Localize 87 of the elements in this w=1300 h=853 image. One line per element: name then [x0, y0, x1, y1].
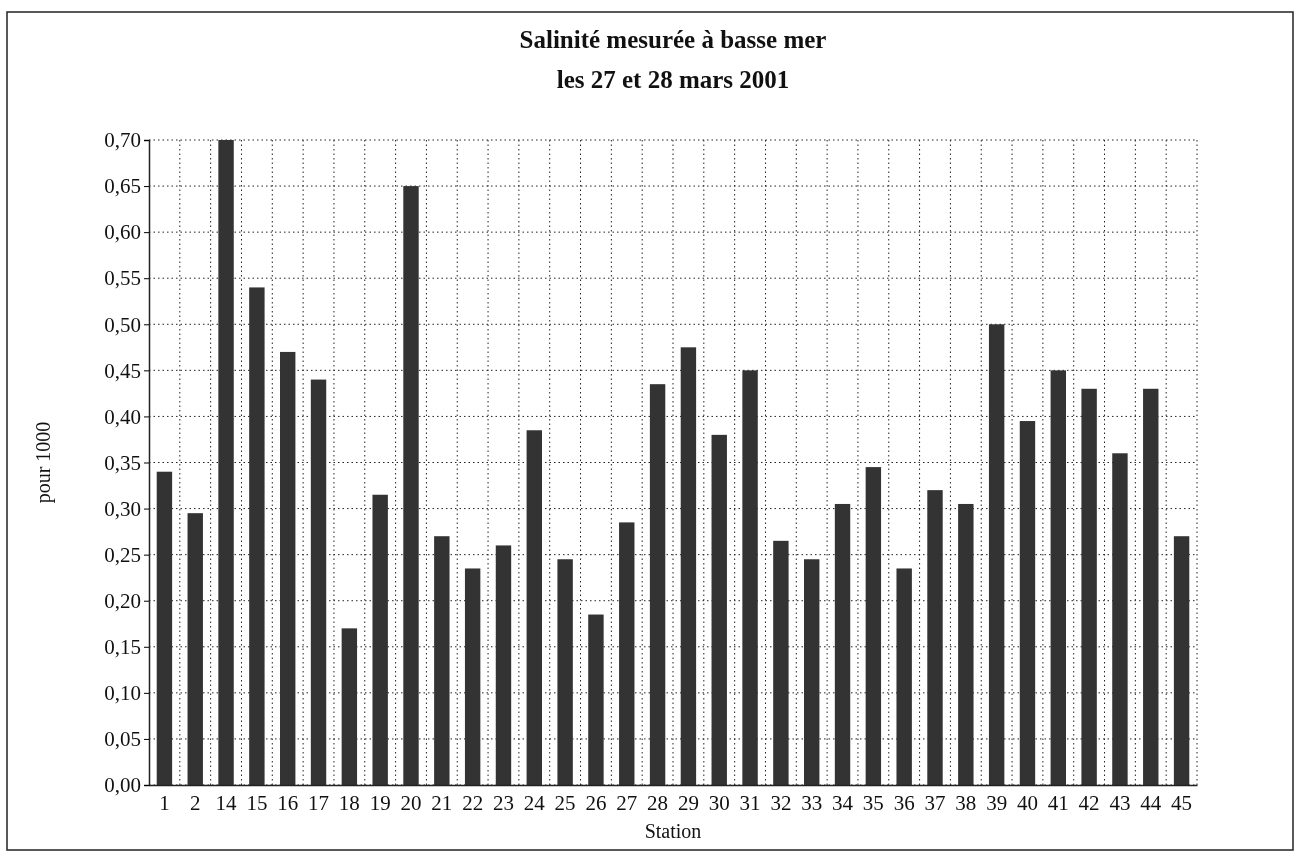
bar	[187, 513, 203, 785]
x-tick-label: 34	[832, 790, 854, 815]
bar	[711, 434, 727, 785]
bar	[958, 503, 974, 785]
x-tick-label: 14	[215, 790, 238, 815]
bar	[1112, 453, 1128, 785]
x-tick-label: 24	[523, 790, 546, 815]
bar	[742, 370, 758, 785]
bar	[434, 536, 450, 785]
x-tick-label: 37	[924, 790, 946, 815]
bar	[1050, 370, 1066, 785]
y-tick-label: 0,30	[104, 496, 141, 521]
x-tick-label: 20	[400, 790, 422, 815]
bar	[526, 430, 542, 785]
x-axis-title: Station	[644, 820, 702, 842]
bar	[619, 522, 635, 785]
y-tick-label: 0,25	[104, 542, 141, 567]
bar	[218, 140, 234, 785]
bar	[927, 490, 943, 785]
bar	[804, 559, 820, 785]
y-tick-label: 0,35	[104, 450, 141, 475]
bar	[773, 540, 789, 785]
x-tick-label: 41	[1047, 790, 1069, 815]
x-tick-label: 43	[1109, 790, 1131, 815]
x-tick-label: 44	[1140, 790, 1162, 815]
y-tick-label: 0,15	[104, 635, 141, 660]
bar	[1173, 536, 1190, 785]
y-tick-label: 0,00	[104, 773, 141, 798]
bar	[834, 503, 851, 785]
bar	[865, 467, 882, 785]
x-tick-label: 21	[431, 790, 453, 815]
bar	[1019, 421, 1036, 785]
x-tick-label: 39	[986, 790, 1008, 815]
x-tick-label: 35	[862, 790, 884, 815]
x-tick-label: 28	[647, 790, 669, 815]
bar	[896, 568, 912, 785]
bar	[680, 347, 697, 785]
y-tick-label: 0,55	[104, 266, 141, 291]
x-tick-label: 27	[616, 790, 638, 815]
y-tick-label: 0,40	[104, 404, 141, 429]
bar	[495, 545, 512, 785]
x-tick-label: 38	[955, 790, 977, 815]
y-tick-label: 0,20	[104, 588, 141, 613]
x-tick-label: 2	[189, 790, 201, 815]
bar	[464, 568, 481, 785]
x-tick-label: 26	[585, 790, 607, 815]
bar	[310, 379, 327, 785]
x-tick-label: 23	[492, 790, 514, 815]
chart-subtitle: les 27 et 28 mars 2001	[556, 66, 790, 93]
bar	[341, 628, 358, 785]
x-tick-label: 17	[308, 790, 330, 815]
y-tick-label: 0,50	[104, 312, 141, 337]
y-tick-label: 0,60	[104, 220, 141, 245]
y-tick-label: 0,05	[104, 727, 141, 752]
bar	[1143, 388, 1159, 785]
x-tick-label: 15	[246, 790, 268, 815]
bar	[988, 324, 1005, 785]
x-tick-label: 18	[338, 790, 360, 815]
chart-title: Salinité mesurée à basse mer	[519, 26, 827, 53]
bar	[649, 384, 666, 785]
bar	[249, 287, 265, 785]
x-tick-label: 31	[739, 790, 761, 815]
bar	[156, 471, 173, 785]
x-tick-label: 32	[770, 790, 792, 815]
x-tick-label: 33	[801, 790, 823, 815]
x-tick-label: 29	[677, 790, 699, 815]
bar	[588, 614, 604, 785]
y-tick-label: 0,10	[104, 681, 141, 706]
x-tick-label: 22	[462, 790, 484, 815]
x-tick-label: 30	[708, 790, 730, 815]
x-tick-label: 45	[1171, 790, 1193, 815]
x-tick-label: 40	[1016, 790, 1038, 815]
x-tick-label: 19	[369, 790, 391, 815]
x-tick-label: 16	[277, 790, 299, 815]
x-tick-label: 36	[893, 790, 915, 815]
y-tick-label: 0,70	[104, 128, 141, 153]
x-tick-label: 1	[159, 790, 170, 815]
bar	[372, 494, 388, 785]
y-axis-title: pour 1000	[32, 421, 55, 504]
bar	[403, 186, 419, 785]
bar	[280, 351, 296, 785]
x-tick-label: 42	[1078, 790, 1100, 815]
y-tick-label: 0,45	[104, 358, 141, 383]
bar	[1081, 388, 1097, 785]
bar	[557, 559, 573, 785]
x-tick-label: 25	[554, 790, 576, 815]
y-tick-label: 0,65	[104, 174, 141, 199]
